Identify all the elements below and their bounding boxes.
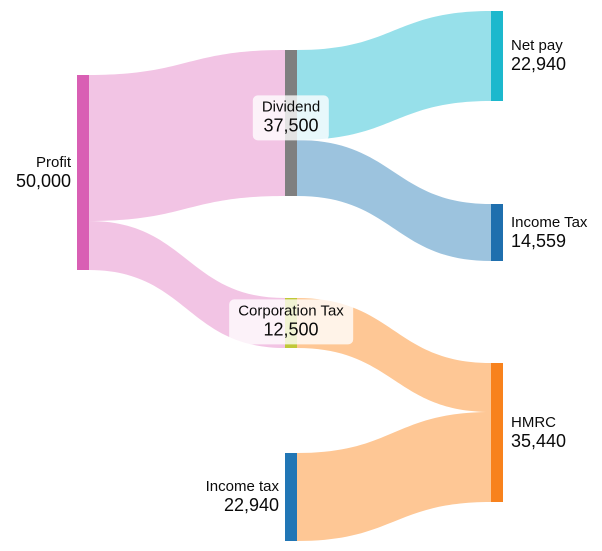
node-income-tax (491, 204, 503, 261)
label-corporation-tax-name: Corporation Tax (238, 302, 344, 320)
label-hmrc-name: HMRC (511, 413, 556, 431)
flow-dividend-to-net-pay (297, 11, 491, 140)
node-net-pay (491, 11, 503, 101)
label-net-pay-value: 22,940 (511, 54, 567, 75)
label-corporation-tax-value: 12,500 (263, 319, 319, 340)
node-hmrc (491, 363, 503, 502)
label-dividend-name: Dividend (261, 98, 321, 116)
label-net-pay: Net pay 22,940 (511, 37, 566, 75)
flow-dividend-to-income-tax (297, 140, 491, 261)
label-profit-name: Profit (35, 153, 71, 171)
label-profit: Profit 50,000 (16, 153, 71, 191)
flow-profit-to-dividend (89, 50, 285, 221)
label-income-tax-name: Income Tax (511, 213, 588, 231)
label-income-tax-paid-value: 22,940 (223, 495, 279, 516)
label-net-pay-name: Net pay (511, 36, 563, 54)
flow-income-tax-paid-to-hmrc (297, 412, 491, 541)
node-income-tax-paid (285, 453, 297, 541)
label-income-tax: Income Tax 14,559 (511, 213, 587, 251)
label-corporation-tax: Corporation Tax 12,500 (229, 299, 353, 345)
label-profit-value: 50,000 (15, 170, 71, 191)
label-hmrc: HMRC 35,440 (511, 413, 566, 451)
label-income-tax-paid: Income tax 22,940 (206, 478, 279, 516)
label-hmrc-value: 35,440 (511, 430, 567, 451)
label-income-tax-paid-name: Income tax (205, 477, 279, 495)
label-income-tax-value: 14,559 (511, 230, 567, 251)
label-dividend: Dividend 37,500 (252, 95, 330, 141)
label-dividend-value: 37,500 (263, 115, 319, 136)
node-profit (77, 75, 89, 270)
